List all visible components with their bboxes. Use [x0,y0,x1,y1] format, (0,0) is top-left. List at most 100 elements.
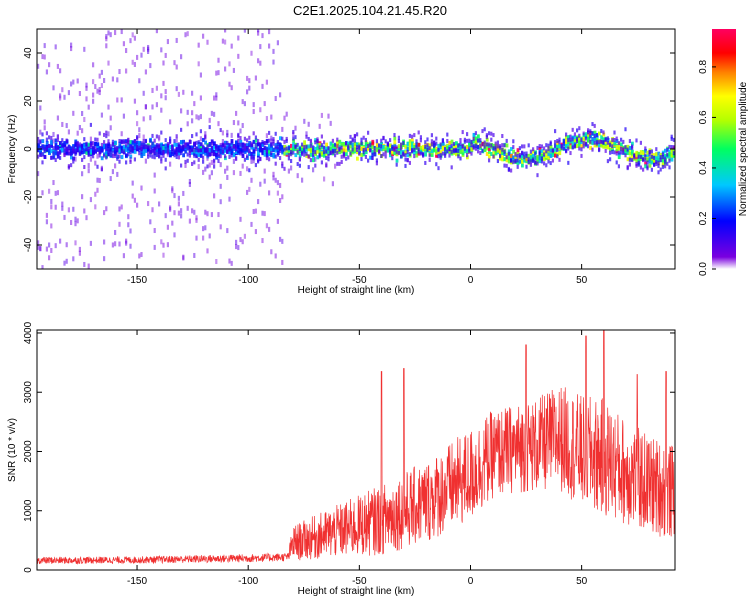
heatmap-cell [391,144,394,149]
heatmap-cell [56,190,59,196]
heatmap-cell [131,193,134,199]
heatmap-cell [94,149,97,154]
heatmap-cell [499,150,502,155]
heatmap-cell [281,148,284,153]
heatmap-cell [276,152,279,157]
heatmap-cell [272,137,275,142]
heatmap-cell [228,196,231,202]
heatmap-cell [114,151,117,156]
heatmap-cell [197,61,200,67]
heatmap-cell [505,138,508,143]
heatmap-cell [312,158,315,163]
heatmap-cell [466,148,469,153]
heatmap-cell [237,245,240,251]
heatmap-cell [444,151,447,156]
heatmap-cell [441,151,444,156]
heatmap-cell [237,134,240,139]
heatmap-cell [188,153,191,158]
heatmap-cell [298,156,301,162]
heatmap-cell [650,160,654,165]
heatmap-cell [545,163,548,168]
y-tick-label: -20 [23,189,34,204]
heatmap-cell [151,87,154,93]
heatmap-cell [483,144,486,149]
heatmap-cell [92,79,95,85]
heatmap-cell [549,148,553,153]
heatmap-cell [395,150,398,155]
heatmap-cell [551,158,554,163]
heatmap-cell [175,155,178,160]
heatmap-cell [76,130,79,136]
heatmap-cell [142,139,145,144]
heatmap-cell [540,144,543,149]
heatmap-cell [316,137,319,143]
heatmap-cell [175,86,178,92]
heatmap-cell [433,147,436,152]
heatmap-cell [45,246,48,252]
heatmap-cell [195,217,198,223]
heatmap-cell [65,123,68,129]
heatmap-cell [602,140,605,145]
heatmap-cell [83,137,86,142]
heatmap-cell [149,153,152,158]
heatmap-cell [419,148,423,153]
heatmap-cell [393,133,396,138]
heatmap-cell [514,152,517,157]
heatmap-cell [89,240,92,246]
heatmap-cell [364,147,367,152]
heatmap-cell [151,104,154,110]
heatmap-cell [659,167,662,172]
heatmap-cell [279,142,282,147]
heatmap-cell [371,149,375,154]
heatmap-cell [587,132,590,137]
heatmap-cell [474,141,478,146]
heatmap-cell [41,132,44,137]
heatmap-cell [155,134,158,139]
heatmap-cell [287,153,290,158]
heatmap-cell [285,136,288,141]
heatmap-cell [320,143,323,148]
heatmap-cell [512,139,515,144]
heatmap-cell [323,140,326,145]
heatmap-cell [122,113,125,119]
heatmap-cell [166,142,169,147]
heatmap-cell [162,145,166,150]
heatmap-cell [89,156,92,162]
heatmap-cell [664,157,667,162]
heatmap-cell [268,149,271,154]
heatmap-cell [507,151,510,156]
heatmap-cell [243,143,246,149]
heatmap-cell [613,141,617,146]
heatmap-cell [516,148,520,153]
heatmap-cell [52,151,55,156]
heatmap-cell [474,138,478,143]
heatmap-cell [208,148,212,153]
heatmap-cell [195,140,198,145]
heatmap-cell [637,154,640,159]
heatmap-cell [327,157,330,162]
heatmap-cell [268,143,271,148]
heatmap-cell [274,148,278,153]
heatmap-cell [173,153,176,158]
heatmap-cell [351,142,355,147]
heatmap-cell [448,144,452,149]
heatmap-cell [303,152,306,157]
heatmap-cell [298,149,302,154]
heatmap-cell [521,163,524,168]
heatmap-cell [281,145,284,150]
heatmap-cell [78,246,81,252]
heatmap-cell [411,134,414,139]
heatmap-cell [279,144,282,149]
heatmap-cell [459,141,462,146]
heatmap-cell [659,155,662,160]
heatmap-cell [435,146,438,151]
heatmap-cell [67,90,70,96]
heatmap-cell [375,145,379,150]
heatmap-cell [70,46,73,52]
heatmap-cell [239,151,242,156]
heatmap-cell [186,31,189,37]
heatmap-cell [184,159,187,164]
heatmap-cell [485,137,489,142]
spectrogram-xlabel: Height of straight line (km) [298,285,415,296]
x-tick-label: -100 [238,576,258,587]
